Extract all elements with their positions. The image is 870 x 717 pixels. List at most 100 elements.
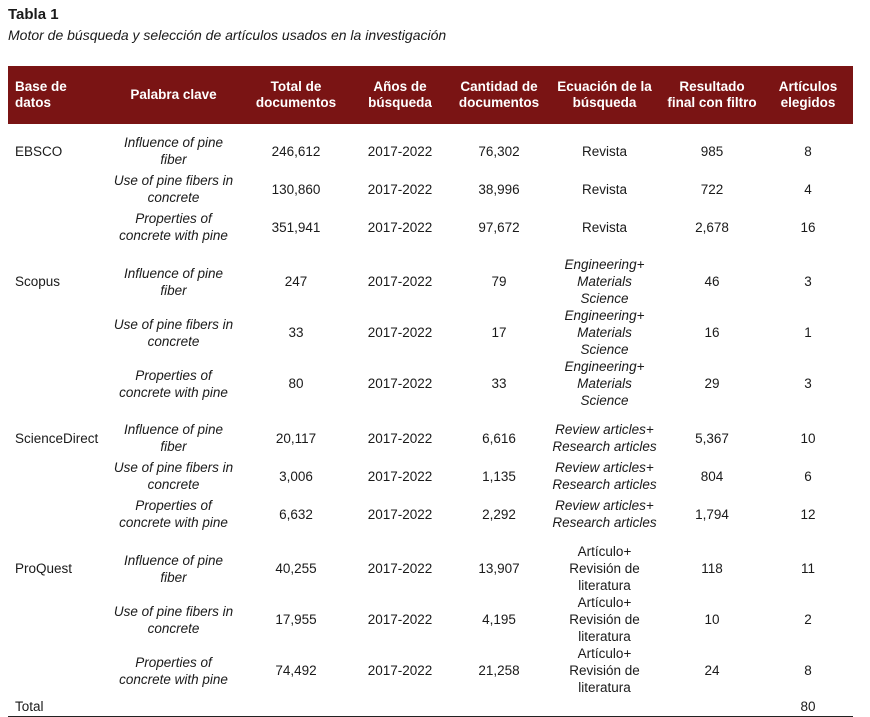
- cell-database: ScienceDirect: [15, 430, 99, 446]
- cell-chosen: 12: [800, 506, 816, 522]
- cell-years: 2017-2022: [367, 143, 433, 159]
- cell-equation: Artículo+ Revisión de literatura: [569, 595, 640, 644]
- table-row: Scopus Influence of pine fiber 247 2017-202…: [8, 246, 853, 307]
- cell-keyword: Influence of pine fiber: [123, 552, 224, 585]
- cell-database: Scopus: [15, 274, 61, 289]
- cell-years: 2017-2022: [367, 612, 433, 627]
- cell-database: [8, 358, 105, 409]
- cell-database: EBSCO: [15, 143, 63, 159]
- table-subtitle: Motor de búsqueda y selección de artícul…: [8, 27, 447, 43]
- total-empty-cell: [661, 696, 763, 717]
- cell-years: 2017-2022: [367, 274, 433, 289]
- total-empty-cell: [450, 696, 548, 717]
- cell-equation: Artículo+ Revisión de literatura: [569, 544, 640, 593]
- cell-chosen: 8: [804, 663, 812, 678]
- cell-keyword: Use of pine fibers in concrete: [113, 603, 234, 636]
- table-row: ProQuest Influence of pine fiber 40,255 201…: [8, 533, 853, 594]
- cell-database: [8, 208, 105, 246]
- cell-keyword: Influence of pine fiber: [123, 265, 224, 298]
- cell-years: 2017-2022: [367, 181, 433, 197]
- total-empty-cell: [548, 696, 661, 717]
- cell-database: [8, 457, 105, 495]
- cell-years: 2017-2022: [367, 663, 433, 678]
- cell-equation: Revista: [581, 143, 627, 159]
- cell-database: [8, 170, 105, 208]
- cell-database: [8, 495, 105, 533]
- cell-chosen: 8: [804, 143, 812, 159]
- header-result: Resultado final con filtro: [667, 79, 757, 110]
- cell-years: 2017-2022: [367, 430, 433, 446]
- cell-result: 46: [704, 274, 720, 289]
- cell-total-docs: 6,632: [279, 506, 313, 522]
- cell-result: 804: [700, 468, 724, 484]
- cell-chosen: 16: [800, 219, 816, 235]
- cell-equation: Review articles+ Research articles: [552, 460, 657, 492]
- cell-result: 29: [704, 376, 720, 391]
- cell-database: [8, 594, 105, 645]
- cell-chosen: 2: [804, 612, 812, 627]
- cell-chosen: 4: [804, 181, 812, 197]
- cell-equation: Engineering+ Materials Science: [564, 359, 645, 408]
- cell-qty-docs: 33: [491, 376, 507, 391]
- cell-database: [8, 307, 105, 358]
- cell-chosen: 3: [804, 274, 812, 289]
- cell-result: 2,678: [695, 219, 729, 235]
- header-total-docs: Total de documentos: [255, 79, 337, 110]
- cell-years: 2017-2022: [367, 506, 433, 522]
- cell-chosen: 10: [800, 430, 816, 446]
- cell-total-docs: 40,255: [275, 561, 317, 576]
- total-empty-cell: [242, 696, 350, 717]
- table-row: Properties of concrete with pine 74,492 20…: [8, 645, 853, 696]
- cell-keyword: Use of pine fibers in concrete: [113, 460, 234, 492]
- table-row: Properties of concrete with pine 6,632 201…: [8, 495, 853, 533]
- cell-chosen: 1: [804, 325, 812, 340]
- cell-qty-docs: 21,258: [478, 663, 520, 678]
- cell-result: 24: [704, 663, 720, 678]
- cell-total-docs: 33: [288, 325, 304, 340]
- cell-chosen: 11: [800, 561, 815, 576]
- cell-chosen: 6: [804, 468, 812, 484]
- cell-years: 2017-2022: [367, 561, 433, 576]
- cell-qty-docs: 6,616: [482, 430, 516, 446]
- table-row: Use of pine fibers in concrete 130,860 201…: [8, 170, 853, 208]
- cell-equation: Artículo+ Revisión de literatura: [569, 646, 640, 695]
- cell-result: 10: [704, 612, 720, 627]
- cell-equation: Engineering+ Materials Science: [564, 308, 645, 357]
- table-row: Properties of concrete with pine 351,941 2…: [8, 208, 853, 246]
- cell-result: 985: [700, 143, 724, 159]
- header-equation: Ecuación de la búsqueda: [557, 79, 652, 110]
- cell-equation: Revista: [581, 219, 627, 235]
- cell-total-docs: 3,006: [279, 468, 313, 484]
- cell-keyword: Influence of pine fiber: [123, 422, 224, 454]
- cell-total-docs: 246,612: [271, 143, 321, 159]
- cell-qty-docs: 1,135: [482, 468, 516, 484]
- cell-qty-docs: 38,996: [478, 181, 520, 197]
- table-row: Use of pine fibers in concrete 3,006 2017-…: [8, 457, 853, 495]
- cell-years: 2017-2022: [367, 468, 433, 484]
- cell-total-docs: 351,941: [271, 219, 321, 235]
- cell-chosen: 3: [804, 376, 812, 391]
- cell-total-docs: 130,860: [271, 181, 321, 197]
- header-years: Años de búsqueda: [368, 79, 432, 110]
- cell-qty-docs: 4,195: [482, 612, 516, 627]
- cell-total-docs: 20,117: [275, 430, 317, 446]
- cell-qty-docs: 2,292: [482, 506, 516, 522]
- articles-table: Base de datos Palabra clave Total de doc…: [8, 66, 853, 717]
- cell-total-docs: 74,492: [275, 663, 317, 678]
- cell-years: 2017-2022: [367, 219, 433, 235]
- cell-equation: Review articles+ Research articles: [552, 498, 657, 530]
- cell-total-docs: 80: [288, 376, 304, 391]
- cell-equation: Review articles+ Research articles: [552, 422, 657, 454]
- table-row: Use of pine fibers in concrete 33 2017-202…: [8, 307, 853, 358]
- cell-database: ProQuest: [15, 561, 73, 576]
- cell-database: [8, 645, 105, 696]
- cell-equation: Engineering+ Materials Science: [564, 257, 645, 306]
- cell-qty-docs: 76,302: [478, 143, 520, 159]
- header-qty-docs: Cantidad de documentos: [458, 79, 540, 110]
- cell-result: 118: [701, 561, 723, 576]
- cell-qty-docs: 79: [491, 274, 507, 289]
- cell-result: 1,794: [695, 506, 729, 522]
- table-row: Properties of concrete with pine 80 2017-2…: [8, 358, 853, 409]
- header-keyword: Palabra clave: [130, 87, 217, 102]
- cell-result: 5,367: [695, 430, 729, 446]
